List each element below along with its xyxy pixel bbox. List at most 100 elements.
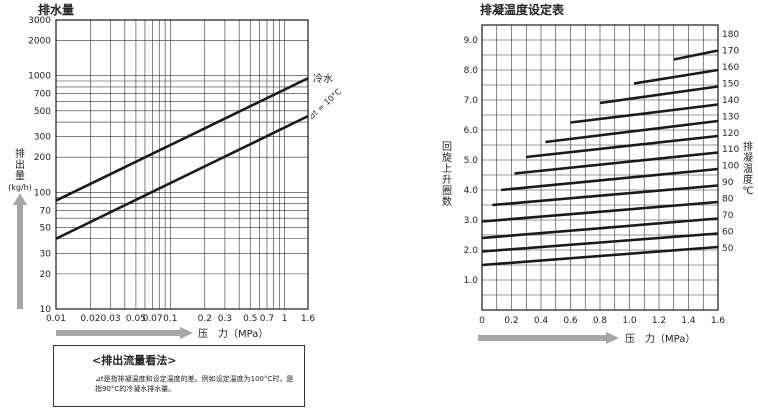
right-series-line-3 — [481, 200, 719, 223]
left-plot-frame — [55, 19, 309, 310]
temp-label-140: 140 — [722, 96, 739, 106]
left-y-tick-8: 500 — [34, 107, 51, 117]
series-label-cold-water: 冷水 — [313, 72, 333, 85]
right-series-line-8 — [545, 119, 719, 144]
temp-label-60: 60 — [722, 228, 734, 238]
right-y-tick-4: 5.0 — [464, 156, 479, 166]
right-x-tick-4: 0.8 — [593, 316, 608, 326]
left-x-tick-4: 0.07 — [143, 314, 163, 324]
left-y-tick-6: 200 — [34, 153, 51, 163]
right-ylabel-char-1: 旋 — [442, 151, 452, 164]
note-text: ⊿t是指排凝温度和设定温度的差。例如设定温度为100°C时，是指90°C的冷凝水… — [95, 375, 294, 393]
left-x-tick-9: 0.7 — [260, 314, 274, 324]
left-chart-title: 排水量 — [38, 2, 74, 17]
left-x-tick-labels: 0.01 0.02 0.03 0.050.07 0.1 0.2 0.3 0.5 0.7 1 1.6 — [46, 314, 315, 324]
right-x-tick-5: 1.0 — [622, 316, 637, 326]
left-series-line-1 — [55, 114, 309, 240]
right-series-line-7 — [526, 134, 719, 159]
temp-label-120: 120 — [722, 129, 739, 139]
right-chart-title: 排凝温度设定表 — [480, 2, 565, 17]
left-y-tick-11: 2000 — [28, 37, 51, 47]
left-series-lines — [55, 77, 309, 240]
right-y-tick-0: 1.0 — [464, 276, 479, 286]
right-y-tick-1: 2.0 — [464, 246, 479, 256]
right-series-line-6 — [514, 151, 719, 175]
right-series-line-2 — [481, 217, 719, 240]
left-y-axis-label: 排出量(kg/h) — [8, 147, 32, 192]
temp-label-70: 70 — [722, 211, 734, 221]
right-y-tick-labels: 1.0 2.0 3.0 4.0 5.0 6.0 7.0 8.0 9.0 — [464, 36, 479, 286]
right-ylabel-char-3: 升 — [442, 174, 452, 186]
left-x-tick-0: 0.01 — [46, 314, 66, 324]
left-x-axis-label: 压 力（MPa） — [198, 327, 268, 340]
left-ylabel-char-0: 排 — [15, 147, 25, 160]
right-y2label-char-3: 度 — [743, 173, 753, 186]
left-y-tick-12: 3000 — [28, 16, 51, 26]
left-y-tick-7: 300 — [34, 133, 51, 143]
temp-label-170: 170 — [722, 46, 739, 56]
left-series-line-0 — [55, 77, 309, 202]
right-x-tick-2: 0.4 — [534, 316, 549, 326]
left-x-tick-10: 1 — [282, 314, 288, 324]
left-y-tick-4: 70 — [40, 206, 52, 216]
right-x-axis-label: 压 力（MPa） — [625, 332, 695, 345]
left-y-tick-1: 20 — [40, 270, 52, 280]
right-x-arrow — [478, 332, 619, 344]
left-grid — [55, 19, 309, 310]
right-x-tick-1: 0.2 — [504, 316, 518, 326]
right-y-tick-6: 7.0 — [464, 96, 479, 106]
right-grid — [481, 24, 719, 311]
right-y-tick-3: 4.0 — [464, 186, 479, 196]
right-series-line-11 — [633, 68, 719, 85]
right-series-line-5 — [501, 167, 719, 192]
drain-flow-chart: 排水量 0.01 0.02 0.03 0.050.07 0.1 0.2 0.3 0.5 0.7 1… — [8, 2, 343, 340]
right-series-line-9 — [570, 103, 719, 124]
left-x-tick-8: 0.5 — [243, 314, 257, 324]
temperature-setting-chart: 排凝温度设定表 0 0.2 0.4 0.6 0.8 1.0 1.2 1.4 1.6 1.0 2.0… — [442, 2, 754, 345]
series-label-delta-t: ⊿t = 10°C — [306, 87, 343, 122]
right-y-tick-8: 9.0 — [464, 36, 479, 46]
right-ylabel-char-4: 圈 — [442, 185, 452, 197]
right-y2-axis-label: 排凝温度℃ — [742, 140, 753, 197]
right-plot-frame — [481, 24, 719, 311]
right-series-line-0 — [481, 245, 719, 267]
temp-label-100: 100 — [722, 162, 739, 172]
left-y-tick-2: 30 — [40, 249, 52, 259]
left-x-tick-11: 1.6 — [301, 314, 316, 324]
right-series-line-4 — [492, 184, 719, 207]
temp-label-130: 130 — [722, 112, 739, 122]
temp-label-150: 150 — [722, 79, 739, 89]
note-title: <排出流量看法> — [92, 354, 177, 367]
left-y-tick-0: 10 — [40, 305, 52, 315]
right-y-tick-5: 6.0 — [464, 126, 479, 136]
right-series-line-10 — [599, 85, 719, 105]
temp-label-50: 50 — [722, 244, 734, 254]
right-x-tick-7: 1.4 — [681, 316, 696, 326]
right-ylabel-char-2: 上 — [442, 163, 452, 175]
right-ylabel-char-0: 回 — [442, 141, 452, 153]
left-y-tick-10: 1000 — [28, 72, 51, 82]
temp-label-180: 180 — [722, 30, 739, 40]
left-y-arrow — [13, 193, 27, 309]
left-y-tick-labels: 10 20 30 50 70 100 200 300 500 700 1000 2000 3000 — [28, 16, 51, 315]
left-ylabel-char-1: 出 — [15, 158, 25, 171]
left-x-tick-7: 0.3 — [218, 314, 232, 324]
right-y-tick-2: 3.0 — [464, 216, 479, 226]
right-temperature-labels: 50 60 70 80 90 100 110 120 130 140 150 160 170 180 — [722, 30, 739, 254]
temp-label-90: 90 — [722, 178, 734, 188]
right-y-tick-7: 8.0 — [464, 66, 479, 76]
right-series-line-1 — [481, 232, 719, 253]
left-x-tick-6: 0.2 — [198, 314, 212, 324]
right-x-tick-3: 0.6 — [563, 316, 578, 326]
right-y2label-char-1: 凝 — [743, 152, 753, 164]
left-x-tick-3: 0.05 — [126, 314, 146, 324]
right-x-tick-8: 1.6 — [711, 316, 726, 326]
left-x-tick-2: 0.03 — [101, 314, 121, 324]
left-y-tick-3: 50 — [40, 223, 52, 233]
left-ylabel-char-2: 量 — [15, 170, 25, 182]
temp-label-110: 110 — [722, 145, 739, 155]
left-y-tick-5: 100 — [34, 188, 51, 198]
temp-label-80: 80 — [722, 195, 734, 205]
right-x-tick-labels: 0 0.2 0.4 0.6 0.8 1.0 1.2 1.4 1.6 — [479, 316, 725, 326]
